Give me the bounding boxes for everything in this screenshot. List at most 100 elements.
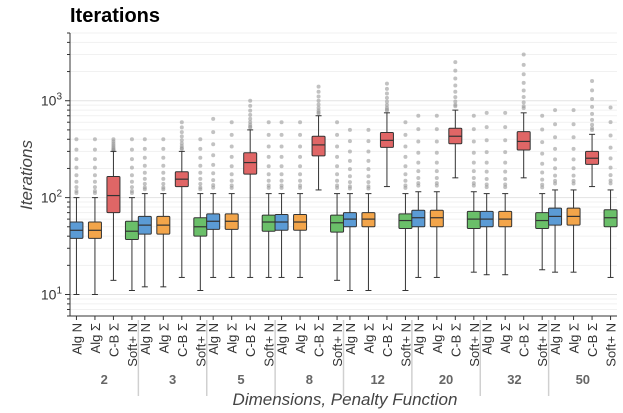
- outlier-point: [453, 102, 458, 107]
- outlier-point: [347, 167, 352, 172]
- outlier-point: [161, 155, 166, 160]
- outlier-point: [92, 157, 97, 162]
- box-iqr: [261, 214, 276, 232]
- outlier-point: [434, 127, 439, 132]
- outlier-point: [484, 150, 489, 155]
- outlier-point: [335, 154, 340, 159]
- outlier-point: [553, 146, 558, 151]
- x-tick-label: Alg N: [69, 323, 84, 355]
- x-tick-label: C-B Σ: [175, 323, 190, 357]
- x-tick-label: Soft+ N: [193, 323, 208, 367]
- y-axis-label: Iterations: [17, 140, 36, 210]
- outlier-point: [92, 165, 97, 170]
- outlier-point: [198, 163, 203, 168]
- outlier-point: [266, 132, 271, 137]
- outlier-point: [608, 165, 613, 170]
- outlier-point: [179, 125, 184, 130]
- box-iqr: [516, 131, 531, 151]
- outlier-point: [279, 164, 284, 169]
- outlier-point: [403, 172, 408, 177]
- outlier-point: [453, 68, 458, 73]
- group-label: 8: [306, 372, 313, 387]
- outlier-point: [316, 102, 321, 107]
- outlier-point: [384, 99, 389, 104]
- outlier-point: [211, 153, 216, 158]
- outlier-point: [248, 116, 253, 121]
- outlier-point: [503, 138, 508, 143]
- box-iqr: [124, 220, 139, 240]
- outlier-point: [540, 113, 545, 118]
- outlier-point: [416, 150, 421, 155]
- outlier-point: [608, 145, 613, 150]
- outlier-point: [142, 185, 147, 190]
- outlier-point: [366, 180, 371, 185]
- outlier-point: [571, 166, 576, 171]
- outlier-point: [179, 120, 184, 125]
- x-tick-label: Soft+ N: [125, 323, 140, 367]
- x-tick-label: Alg Σ: [430, 323, 445, 353]
- gridlines: [70, 32, 617, 317]
- outlier-point: [198, 170, 203, 175]
- box-32-2: [516, 52, 531, 179]
- outlier-point: [347, 180, 352, 185]
- outlier-point: [198, 137, 203, 142]
- box-32-1: [498, 110, 513, 276]
- outlier-point: [316, 94, 321, 99]
- outlier-point: [590, 78, 595, 83]
- outlier-point: [211, 178, 216, 183]
- outlier-point: [571, 173, 576, 178]
- outlier-point: [142, 181, 147, 186]
- outlier-point: [298, 120, 303, 125]
- outlier-point: [335, 172, 340, 177]
- box-50-0: [548, 108, 563, 273]
- x-tick-label: Soft+ N: [535, 323, 550, 367]
- outlier-point: [403, 164, 408, 169]
- x-tick-label: Soft+ N: [330, 323, 345, 367]
- outlier-point: [298, 178, 303, 183]
- x-tick-label: Soft+ N: [398, 323, 413, 367]
- outlier-point: [347, 127, 352, 132]
- outlier-point: [366, 158, 371, 163]
- outlier-point: [129, 179, 134, 184]
- outlier-point: [416, 169, 421, 174]
- outlier-point: [366, 127, 371, 132]
- outlier-point: [434, 181, 439, 186]
- x-tick-label: Alg Σ: [361, 323, 376, 353]
- x-tick-label: Alg Σ: [225, 323, 240, 353]
- outlier-point: [590, 126, 595, 131]
- outlier-point: [229, 144, 234, 149]
- outlier-point: [416, 181, 421, 186]
- outlier-point: [179, 134, 184, 139]
- outlier-point: [142, 163, 147, 168]
- y-tick-label: 101: [41, 286, 63, 303]
- outlier-point: [129, 137, 134, 142]
- outlier-point: [571, 178, 576, 183]
- outlier-point: [521, 72, 526, 77]
- outlier-point: [248, 108, 253, 113]
- outlier-point: [347, 174, 352, 179]
- outlier-point: [521, 94, 526, 99]
- outlier-point: [142, 170, 147, 175]
- outlier-point: [179, 130, 184, 135]
- box-8-2: [311, 84, 326, 191]
- outlier-point: [74, 137, 79, 142]
- outlier-point: [298, 132, 303, 137]
- outlier-point: [590, 104, 595, 109]
- outlier-point: [471, 169, 476, 174]
- outlier-point: [540, 140, 545, 145]
- box-20-0: [411, 113, 426, 278]
- outlier-point: [521, 104, 526, 109]
- box-50-2: [585, 78, 600, 188]
- outlier-point: [316, 84, 321, 89]
- outlier-point: [229, 183, 234, 188]
- outlier-point: [553, 108, 558, 113]
- outlier-point: [540, 177, 545, 182]
- outlier-point: [571, 146, 576, 151]
- box-iqr: [243, 152, 258, 175]
- outlier-point: [608, 178, 613, 183]
- outlier-point: [161, 176, 166, 181]
- y-tick-label: 102: [41, 189, 63, 206]
- outlier-point: [129, 189, 134, 194]
- outlier-point: [484, 110, 489, 115]
